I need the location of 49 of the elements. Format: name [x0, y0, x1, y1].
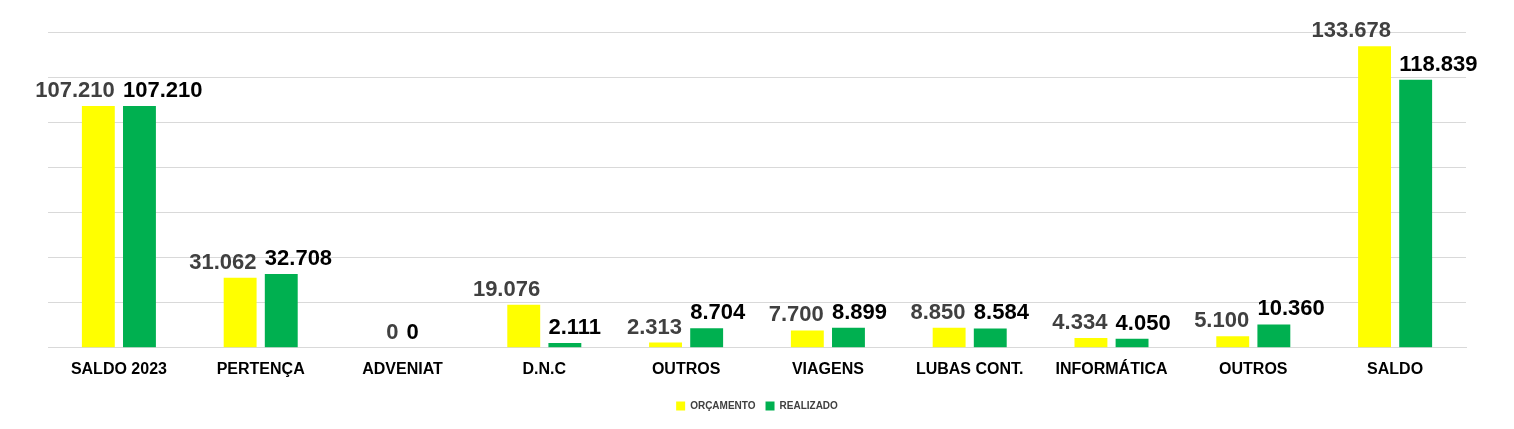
data-label: 31.062	[189, 248, 257, 274]
x-tick-label: PERTENÇA	[216, 359, 306, 377]
bar	[1257, 324, 1291, 348]
bar	[507, 304, 541, 348]
data-label: 2.313	[626, 313, 682, 339]
data-label: 19.076	[472, 275, 541, 301]
bar	[223, 277, 257, 348]
legend-label: REALIZADO	[779, 399, 839, 411]
data-label: 0	[406, 318, 419, 344]
data-label: 107.210	[123, 77, 203, 103]
bar	[690, 328, 724, 348]
bar	[1358, 46, 1391, 348]
bar	[1115, 338, 1149, 348]
bar	[264, 274, 298, 348]
data-label: 8.584	[973, 299, 1030, 325]
bar	[548, 343, 582, 348]
data-label: 0	[386, 318, 399, 344]
data-label: 10.360	[1257, 295, 1325, 321]
x-tick-label: SALDO	[1367, 359, 1424, 377]
data-label: 118.839	[1399, 50, 1478, 76]
x-tick-label: OUTROS	[1219, 359, 1288, 377]
data-label: 7.700	[768, 301, 824, 327]
bar	[1216, 336, 1250, 348]
x-tick-label: INFORMÁTICA	[1055, 358, 1168, 377]
data-label: 8.704	[690, 299, 747, 325]
data-label: 4.334	[1052, 309, 1109, 335]
bar	[81, 105, 115, 348]
bar	[932, 327, 966, 348]
bar	[790, 330, 824, 348]
bar	[1074, 338, 1108, 348]
x-tick-label: VIAGENS	[791, 359, 865, 377]
legend-label: ORÇAMENTO	[690, 399, 756, 411]
data-label: 107.210	[35, 77, 115, 103]
bar	[123, 105, 156, 348]
x-tick-label: LUBAS CONT.	[915, 359, 1024, 377]
x-tick-label: D.N.C	[522, 359, 567, 377]
data-label: 32.708	[264, 245, 333, 271]
bar	[1399, 79, 1433, 348]
data-label: 4.050	[1115, 309, 1171, 335]
x-tick-label: ADVENIAT	[362, 359, 444, 377]
x-tick-label: SALDO 2023	[70, 359, 168, 377]
data-label: 2.111	[548, 314, 602, 340]
data-label: 133.678	[1311, 17, 1391, 43]
bar	[832, 327, 865, 348]
data-label: 8.899	[832, 298, 888, 324]
bar	[973, 328, 1007, 348]
x-tick-label: OUTROS	[651, 359, 721, 377]
data-label: 5.100	[1194, 307, 1250, 333]
data-label: 8.850	[910, 298, 966, 324]
